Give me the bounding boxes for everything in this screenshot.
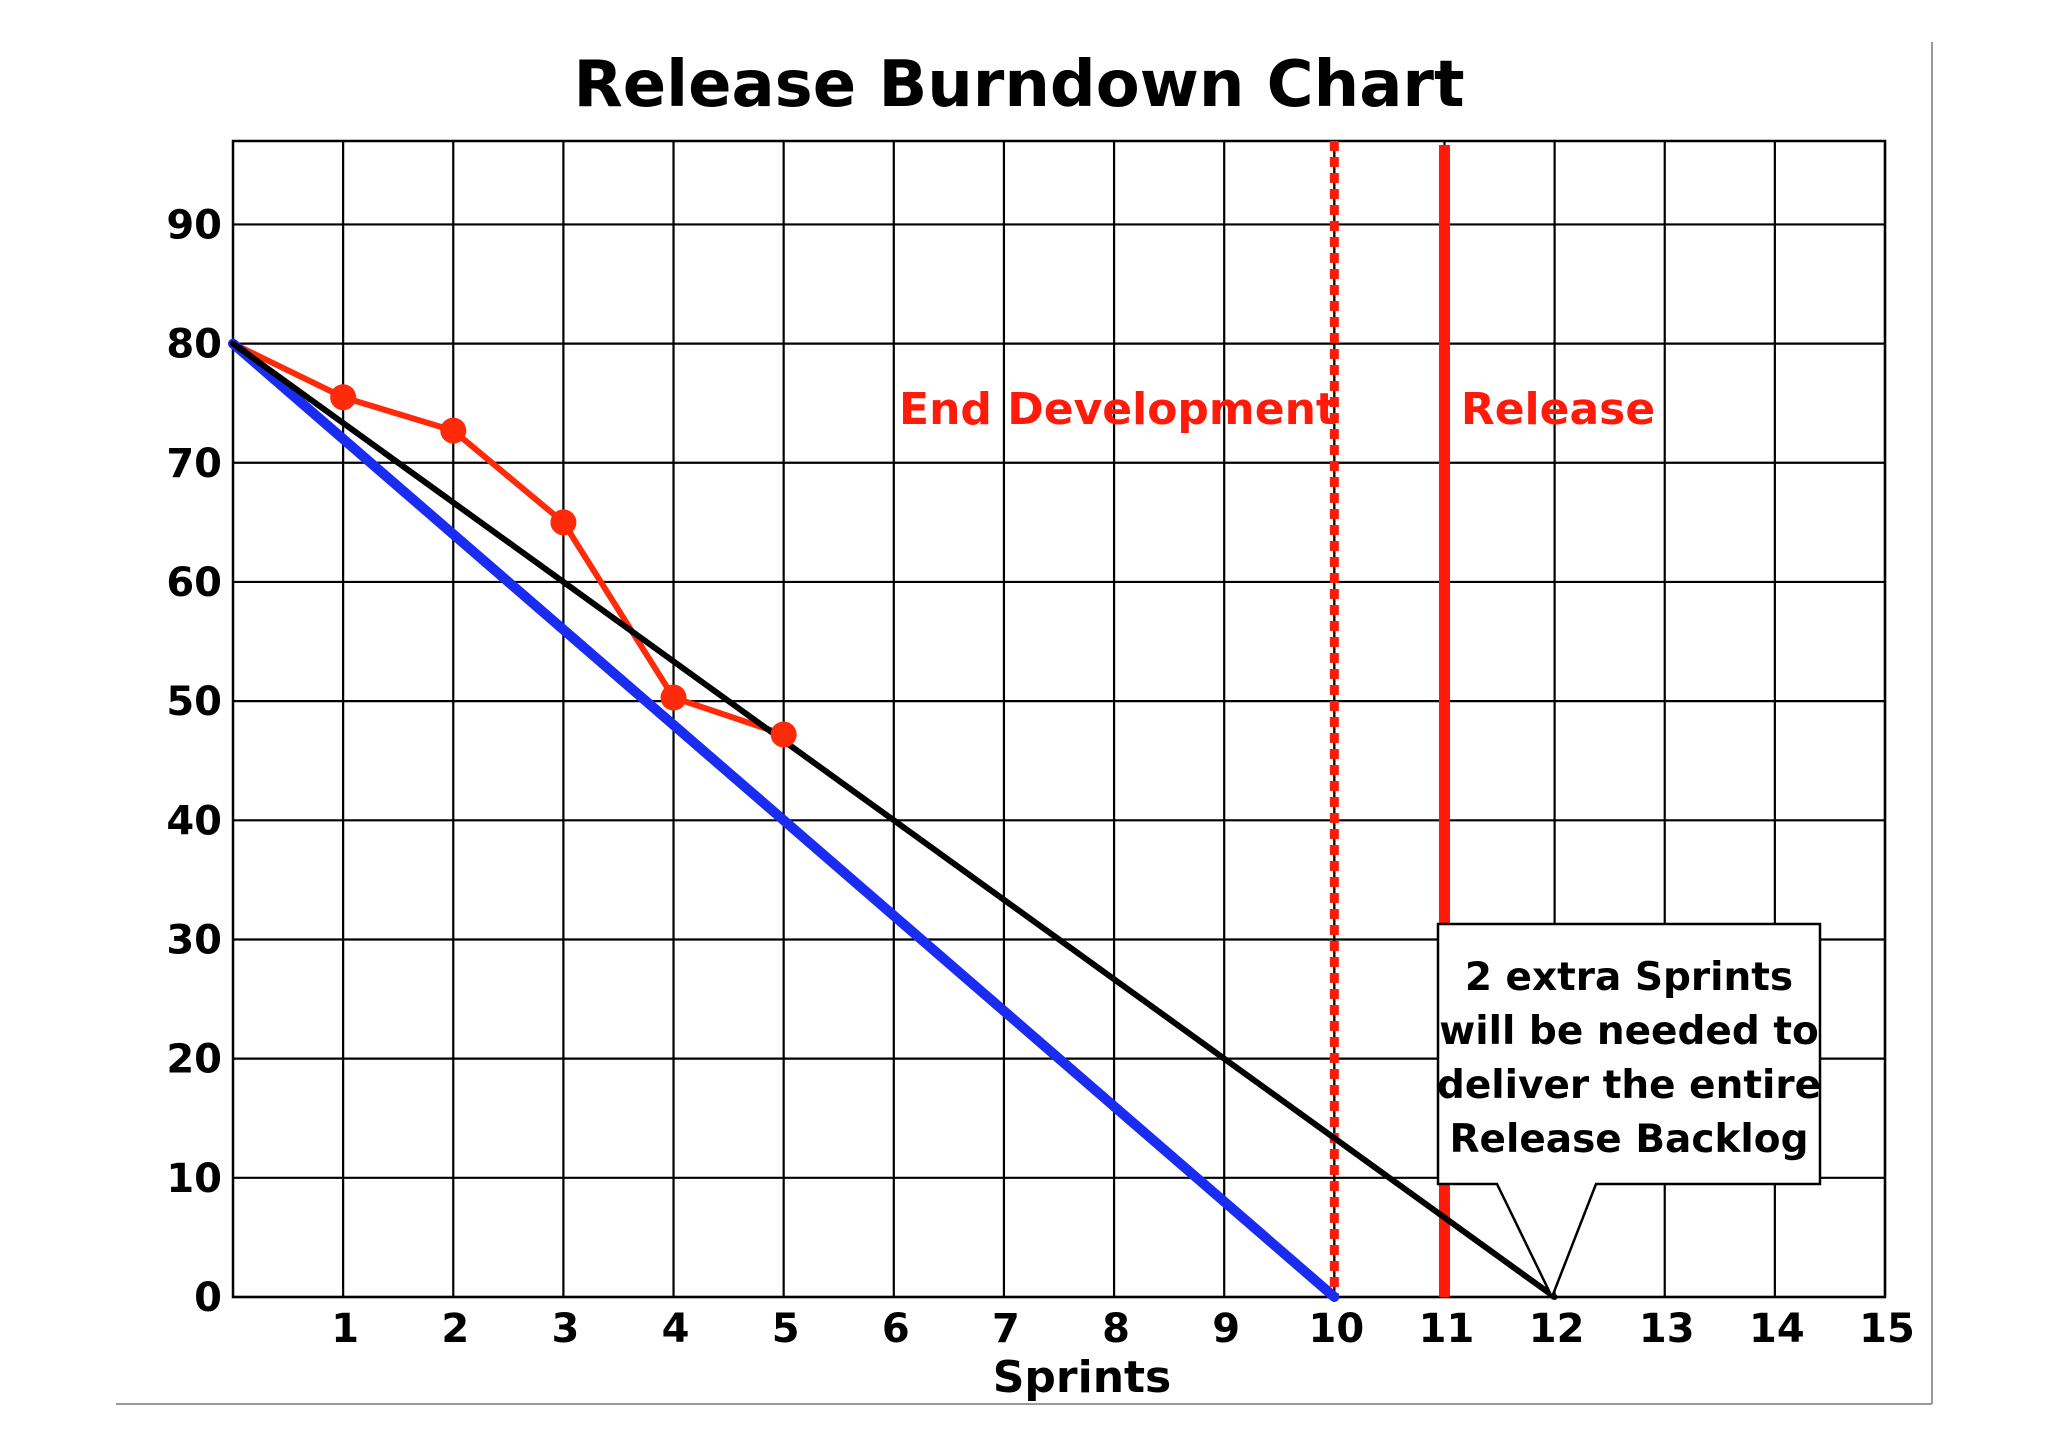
y-tick-30: 30 — [166, 917, 222, 963]
actual-burndown-point-2 — [440, 417, 467, 444]
x-tick-8: 8 — [1102, 1306, 1130, 1352]
x-tick-6: 6 — [882, 1306, 910, 1352]
x-tick-12: 12 — [1529, 1306, 1585, 1352]
y-tick-70: 70 — [166, 441, 222, 487]
x-tick-5: 5 — [772, 1306, 800, 1352]
y-tick-10: 10 — [166, 1156, 222, 1202]
callout-line-1: 2 extra Sprints — [1465, 955, 1793, 1000]
chart-title: Release Burndown Chart — [573, 48, 1464, 122]
x-tick-9: 9 — [1212, 1306, 1240, 1352]
callout-box — [1436, 922, 1822, 1301]
y-tick-40: 40 — [166, 798, 222, 844]
actual-burndown-point-4 — [660, 684, 687, 711]
x-tick-2: 2 — [441, 1306, 469, 1352]
callout-line-4: Release Backlog — [1449, 1117, 1808, 1162]
actual-burndown-point-1 — [330, 384, 357, 411]
x-tick-14: 14 — [1749, 1306, 1805, 1352]
actual-burndown-point-3 — [550, 509, 577, 536]
milestone-lines — [1329, 141, 1450, 1297]
y-tick-60: 60 — [166, 560, 222, 606]
x-tick-15: 15 — [1859, 1306, 1915, 1352]
x-tick-10: 10 — [1308, 1306, 1364, 1352]
y-tick-20: 20 — [166, 1037, 222, 1083]
actual-burndown-point-5 — [770, 721, 797, 748]
x-tick-13: 13 — [1639, 1306, 1695, 1352]
actual-burndown-line — [230, 340, 787, 738]
y-tick-50: 50 — [166, 679, 222, 725]
end-development-label: End Development — [899, 384, 1337, 435]
x-tick-labels: 1 2 3 4 5 6 7 8 9 10 11 12 13 14 15 — [331, 1306, 1915, 1352]
callout-line-2: will be needed to — [1439, 1009, 1819, 1054]
projected-burndown-line — [230, 340, 1558, 1300]
callout-line-3: deliver the entire — [1437, 1063, 1821, 1108]
x-tick-3: 3 — [551, 1306, 579, 1352]
x-axis-label: Sprints — [993, 1352, 1172, 1403]
x-tick-11: 11 — [1419, 1306, 1475, 1352]
y-tick-0: 0 — [194, 1275, 222, 1321]
x-tick-4: 4 — [662, 1306, 690, 1352]
ideal-burndown-line — [228, 338, 1340, 1302]
y-tick-80: 80 — [166, 322, 222, 368]
x-tick-1: 1 — [331, 1306, 359, 1352]
release-label: Release — [1461, 384, 1655, 435]
y-tick-90: 90 — [166, 202, 222, 248]
series-group — [228, 338, 1558, 1302]
x-tick-7: 7 — [992, 1306, 1020, 1352]
y-tick-labels: 0 10 20 30 40 50 60 70 80 90 — [166, 202, 222, 1321]
callout: 2 extra Sprints will be needed to delive… — [1436, 922, 1822, 1301]
